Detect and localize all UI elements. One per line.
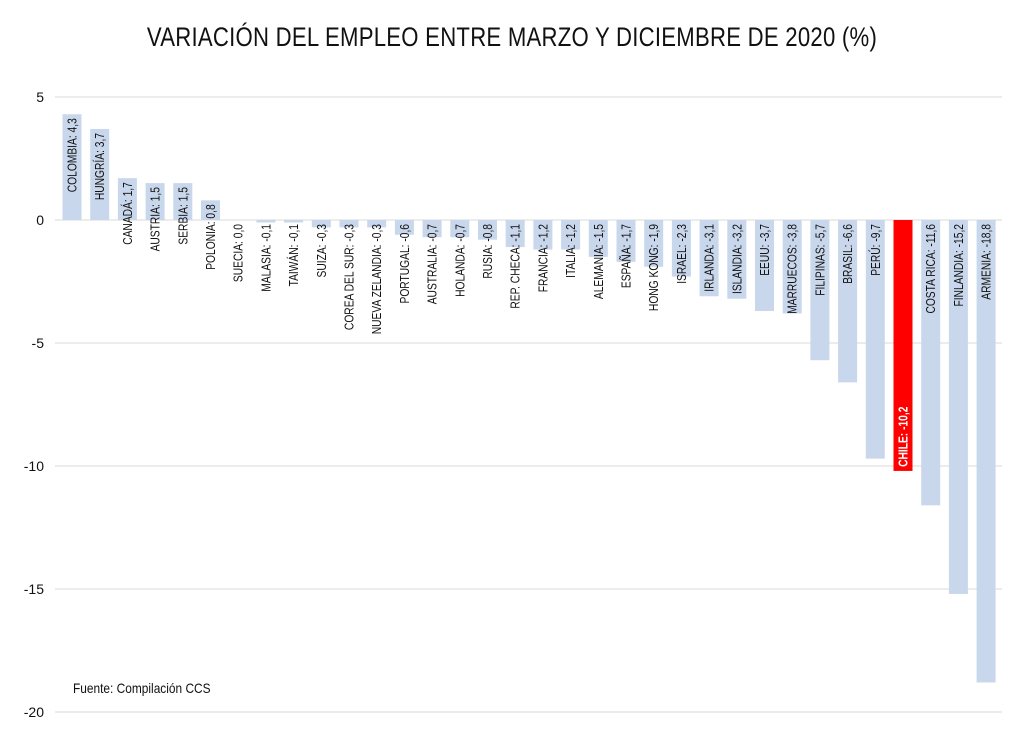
bar-polonia	[201, 200, 220, 220]
bar-colombia	[62, 114, 82, 220]
bar-label: PERÚ: -9,7	[869, 224, 883, 276]
y-tick-label: -10	[24, 458, 44, 474]
bar-label: SUIZA: -0,3	[316, 224, 329, 278]
bar-label: AUSTRIA: 1,5	[150, 187, 163, 251]
bar-label: POLONIA: 0,8	[205, 204, 218, 269]
bar-armenia	[976, 220, 996, 683]
bar-italia	[561, 220, 581, 250]
bar-hong-kong	[644, 220, 664, 267]
bar-marruecos	[782, 220, 802, 314]
source-note: Fuente: Compilación CCS	[73, 680, 211, 696]
bar-label: SUECIA: 0,0	[233, 224, 246, 282]
bar-label: COSTA RICA: -11,6	[925, 224, 938, 314]
bar-hungría	[90, 128, 110, 220]
bar-brasil	[838, 220, 858, 383]
bar-eeuu	[755, 220, 774, 312]
bar-taiwán	[284, 220, 304, 223]
bar-label: FILIPINAS: -5,7	[815, 224, 828, 296]
bar-label: SERBIA: 1,5	[177, 187, 190, 245]
bar-label: TAIWÁN: -0,1	[287, 224, 301, 286]
bar-rusia	[478, 220, 497, 240]
y-axis: 5 0 -5 -10 -15 -20	[24, 89, 44, 720]
bar-españa	[616, 220, 636, 262]
bar-islandia	[727, 220, 747, 299]
bar-francia	[533, 220, 553, 250]
bar-label: EEUU: -3,7	[759, 224, 772, 276]
bar-nueva-zelandia	[367, 220, 387, 228]
bar-label: ISLANDIA: -3,2	[731, 224, 744, 294]
bar-label: ARMENIA: -18,8	[981, 224, 994, 300]
gridlines	[55, 96, 1002, 713]
bar-label: HUNGRÍA: 3,7	[93, 133, 107, 200]
bar-costa-rica	[921, 220, 941, 506]
bar-label: COREA DEL SUR: -0,3	[344, 224, 357, 330]
bar-label: ESPAÑA: -1,7	[620, 224, 634, 288]
bar-label: NUEVA ZELANDIA: -0,3	[371, 224, 384, 334]
bar-chile	[893, 220, 913, 471]
bar-corea-del-sur	[339, 220, 359, 228]
chart-title: VARIACIÓN DEL EMPLEO ENTRE MARZO Y DICIE…	[146, 22, 878, 52]
bar-label: HOLANDA: -0,7	[454, 224, 467, 297]
bar-label: PORTUGAL: -0,6	[399, 224, 412, 304]
y-tick-label: -15	[24, 581, 44, 597]
bar-portugal	[394, 220, 414, 235]
bar-perú	[865, 220, 885, 459]
y-tick-label: -20	[24, 704, 44, 720]
y-tick-label: 5	[36, 89, 44, 105]
bar-label: BRASIL: -6,6	[842, 224, 855, 284]
bar-irlanda	[699, 220, 719, 297]
bar-filipinas	[810, 220, 830, 361]
bar-label: CHILE: -10,2	[898, 407, 911, 467]
bar-alemania	[588, 220, 608, 257]
bar-label: ITALIA: -1,2	[565, 224, 578, 278]
bar-canadá	[117, 178, 137, 220]
bar-label: COLOMBIA: 4,3	[67, 118, 80, 192]
bar-label: AUSTRALIA: -0,7	[427, 224, 440, 304]
bar-label: FRANCIA: -1,2	[538, 224, 551, 292]
bar-labels: COLOMBIA: 4,3 HUNGRÍA: 3,7 CANADÁ: 1,7 AUST…	[67, 118, 994, 467]
bar-label: ISRAEL: -2,3	[676, 224, 689, 284]
bar-label: HONG KONG: -1,9	[648, 224, 661, 311]
bar-label: REP. CHECA: -1,1	[510, 224, 523, 309]
bar-suiza	[311, 220, 331, 228]
y-tick-label: 0	[36, 212, 44, 228]
bar-label: CANADÁ: 1,7	[121, 182, 135, 245]
bar-rep-checa	[505, 220, 525, 248]
bar-finlandia	[948, 220, 968, 594]
bar-label: MARRUECOS: -3,8	[787, 224, 800, 314]
bar-austria	[145, 183, 165, 220]
bar-label: RUSIA: -0,8	[482, 224, 495, 279]
bar-malasia	[256, 220, 276, 223]
bar-label: FINLANDIA: -15,2	[953, 224, 966, 307]
bar-label: MALASIA: -0,1	[261, 224, 274, 292]
bar-holanda	[450, 220, 470, 238]
bar-label: ALEMANIA: -1,5	[593, 224, 606, 299]
bars	[62, 114, 996, 683]
bar-serbia	[173, 183, 193, 220]
y-tick-label: -5	[32, 335, 45, 351]
bar-label: IRLANDA: -3,1	[704, 224, 717, 292]
bar-australia	[422, 220, 442, 238]
bar-israel	[671, 220, 691, 277]
